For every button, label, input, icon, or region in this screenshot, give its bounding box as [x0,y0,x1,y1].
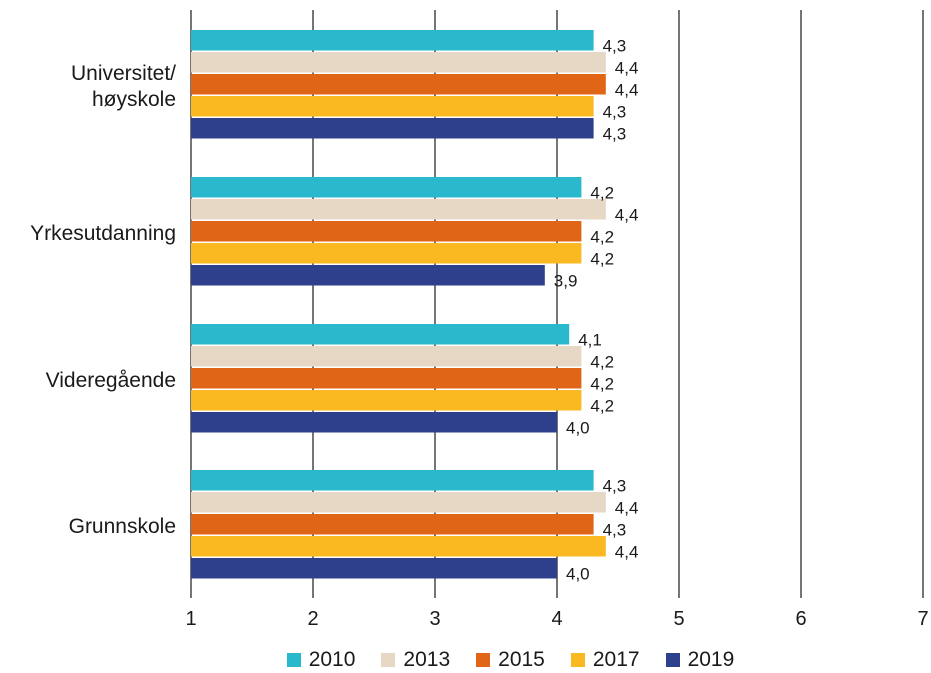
bar-2015 [191,221,582,242]
bar-2013 [191,492,606,513]
bar-2017 [191,243,582,264]
data-label: 4,0 [566,564,590,583]
category-label: Yrkesutdanning [30,222,176,245]
category-labels: Universitet/høyskole Yrkesutdanning Videre… [30,62,176,538]
data-label: 4,2 [590,374,614,393]
bar-2019 [191,558,557,579]
data-label: 4,2 [590,352,614,371]
data-label: 4,0 [566,418,590,437]
data-label: 4,3 [603,102,627,121]
bar-2013 [191,52,606,73]
x-tick-labels: 1 2 3 4 5 6 7 [185,608,928,630]
data-label: 4,2 [590,396,614,415]
x-tick-label: 1 [185,608,196,630]
bar-2013 [191,199,606,220]
category-label: Universitet/høyskole [71,62,176,111]
x-tick-label: 6 [795,608,806,630]
data-label: 4,4 [615,205,639,224]
bar-2010 [191,30,594,51]
data-label: 4,4 [615,542,639,561]
legend: 2010 2013 2015 2017 2019 [0,648,931,672]
legend-item: 2017 [570,648,640,672]
data-label: 4,3 [603,36,627,55]
bar-2017 [191,390,582,411]
bar-2019 [191,265,545,286]
legend-label: 2010 [308,648,356,671]
x-tick-label: 4 [551,608,562,630]
data-labels: 4,34,44,44,34,34,24,44,24,23,94,14,24,24… [554,36,639,583]
legend-swatch [381,653,396,667]
legend-item: 2015 [476,648,545,672]
data-label: 3,9 [554,271,578,290]
data-label: 4,2 [590,183,614,202]
category-label: Grunnskole [69,515,176,538]
data-label: 4,2 [590,227,614,246]
legend-label: 2017 [592,648,640,671]
x-tick-label: 3 [429,608,440,630]
legend-swatch [570,653,585,667]
bar-2015 [191,514,594,535]
data-label: 4,4 [615,80,639,99]
legend-item: 2010 [286,648,356,672]
data-label: 4,3 [603,124,627,143]
bar-2017 [191,536,606,557]
x-tick-label: 7 [917,608,928,630]
bar-2010 [191,470,594,491]
data-label: 4,3 [603,476,627,495]
bar-2015 [191,74,606,95]
bar-2019 [191,412,557,433]
x-tick-label: 5 [673,608,684,630]
bars [191,30,606,579]
data-label: 4,4 [615,58,639,77]
data-label: 4,2 [590,249,614,268]
bar-2019 [191,118,594,139]
category-label: Videregående [46,369,176,392]
legend-swatch [476,653,491,667]
data-label: 4,1 [578,330,602,349]
legend-item: 2013 [381,648,450,672]
bar-2017 [191,96,594,117]
bar-2010 [191,324,570,345]
bar-2010 [191,177,582,198]
legend-label: 2019 [687,648,735,671]
legend-label: 2015 [498,648,545,671]
data-label: 4,4 [615,498,639,517]
legend-swatch [665,653,680,667]
legend-swatch [286,653,301,667]
data-label: 4,3 [603,520,627,539]
bar-2013 [191,346,582,367]
x-tick-label: 2 [307,608,318,630]
legend-item: 2019 [665,648,735,672]
bar-2015 [191,368,582,389]
legend-label: 2013 [403,648,451,671]
